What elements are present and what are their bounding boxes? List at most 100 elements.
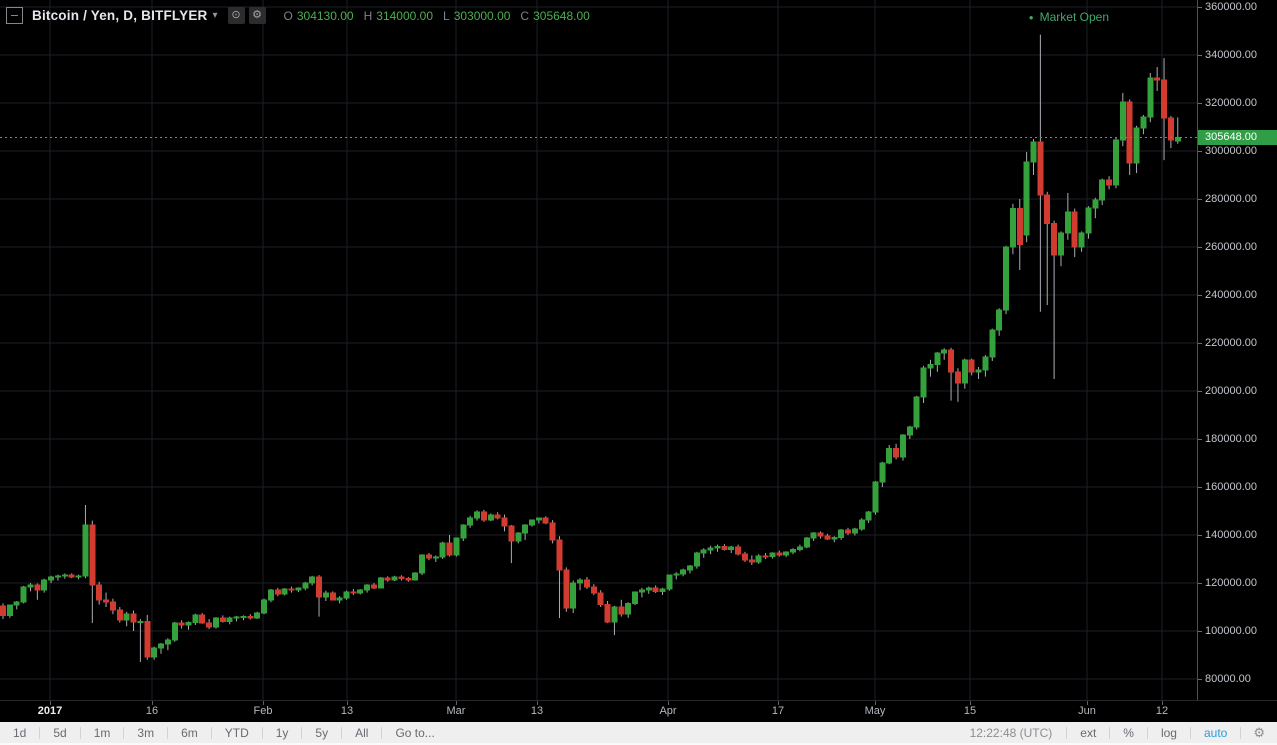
candle-body (281, 588, 288, 595)
percent-scale-toggle[interactable]: % (1123, 725, 1134, 740)
candle-body (1092, 199, 1099, 209)
candle-body (714, 546, 721, 549)
collapse-square-icon[interactable] (6, 7, 23, 24)
price-tick (1198, 199, 1202, 200)
price-axis-label: 360000.00 (1205, 1, 1257, 13)
time-tick (1087, 701, 1088, 705)
candle-body (316, 576, 323, 598)
close-value: 305648.00 (533, 8, 590, 23)
candle-body (735, 546, 742, 555)
candle-body (274, 589, 281, 595)
candle-body (13, 601, 20, 606)
candle-body (762, 555, 769, 558)
price-tick (1198, 535, 1202, 536)
price-tick (1198, 55, 1202, 56)
price-axis[interactable]: 305648.00 360000.00 340000.00 320000.00 300… (1197, 0, 1277, 700)
market-status-label: Market Open (1039, 10, 1109, 24)
candle-body (96, 584, 103, 601)
low-label: L (443, 8, 450, 23)
candle-body (528, 519, 535, 526)
candle-body (865, 511, 872, 521)
range-button-5y[interactable]: 5y (315, 725, 329, 740)
gear-icon[interactable]: ⚙ (248, 7, 266, 24)
candle-body (625, 602, 632, 615)
candle-body (151, 647, 158, 658)
candle-body (906, 426, 913, 436)
toolbar-right: 12:22:48 (UTC) ext % log auto ⚙ (956, 722, 1277, 743)
high-label: H (363, 8, 373, 23)
time-axis-label: Feb (253, 705, 273, 717)
range-button-1y[interactable]: 1y (275, 725, 289, 740)
candle-body (755, 555, 762, 563)
symbol-title[interactable]: Bitcoin / Yen, D, BITFLYER (32, 8, 208, 23)
time-tick (778, 701, 779, 705)
low-value: 303000.00 (453, 8, 511, 23)
candle-body (886, 448, 893, 464)
candle-body (199, 614, 206, 624)
candle-body (384, 577, 391, 581)
price-tick (1198, 151, 1202, 152)
candle-body (1003, 246, 1010, 311)
candle-body (845, 529, 852, 534)
candle-body (391, 576, 398, 581)
range-button-1m[interactable]: 1m (93, 725, 111, 740)
candle-body (34, 584, 41, 591)
range-button-goto[interactable]: Go to... (395, 725, 435, 740)
price-axis-label: 80000.00 (1205, 673, 1251, 685)
candle-body (487, 514, 494, 521)
candle-body (1133, 127, 1140, 164)
candlestick-chart[interactable] (0, 0, 1197, 700)
candle-body (810, 532, 817, 539)
chart-header: Bitcoin / Yen, D, BITFLYER ▾ ⊙ ⚙ O 30413… (6, 7, 590, 24)
range-button-1d[interactable]: 1d (13, 725, 27, 740)
time-axis-label: 2017 (37, 705, 63, 717)
range-button-5d[interactable]: 5d (53, 725, 67, 740)
utc-clock[interactable]: 12:22:48 (UTC) (969, 725, 1053, 740)
candle-body (872, 481, 879, 513)
market-status: ● Market Open (1029, 10, 1109, 24)
candle-body (501, 517, 508, 527)
toolbar-gear-icon[interactable]: ⚙ (1253, 724, 1265, 740)
candle-body (68, 574, 75, 578)
auto-scale-toggle[interactable]: auto (1203, 725, 1228, 740)
time-tick (50, 701, 51, 705)
time-axis[interactable]: 2017 16 Feb 13 Mar 13 Apr 17 May 15 Jun 12 (0, 700, 1277, 723)
time-tick (347, 701, 348, 705)
candle-body (82, 524, 89, 577)
log-scale-toggle[interactable]: log (1160, 725, 1177, 740)
candle-body (556, 539, 563, 571)
range-button-all[interactable]: All (355, 725, 369, 740)
candle-body (48, 576, 55, 581)
candle-body (1106, 179, 1113, 186)
candle-body (240, 616, 247, 619)
candle-body (783, 551, 790, 556)
candle-body (329, 592, 336, 601)
target-icon[interactable]: ⊙ (227, 7, 245, 24)
price-tick (1198, 583, 1202, 584)
price-axis-label: 200000.00 (1205, 385, 1257, 397)
high-value: 314000.00 (376, 8, 433, 23)
candle-body (1071, 211, 1078, 248)
candle-body (432, 556, 439, 559)
chart-area[interactable]: Bitcoin / Yen, D, BITFLYER ▾ ⊙ ⚙ O 30413… (0, 0, 1197, 700)
candle-body (590, 586, 597, 594)
time-tick (152, 701, 153, 705)
candle-body (1037, 141, 1044, 196)
ext-toggle[interactable]: ext (1080, 725, 1097, 740)
time-tick (875, 701, 876, 705)
range-button-3m[interactable]: 3m (137, 725, 155, 740)
time-tick (1162, 701, 1163, 705)
candle-body (748, 559, 755, 563)
range-button-ytd[interactable]: YTD (224, 725, 249, 740)
candle-body (948, 349, 955, 373)
candle-body (41, 579, 48, 591)
candle-body (769, 552, 776, 558)
candle-body (370, 584, 377, 589)
time-axis-label: Apr (659, 705, 677, 717)
candle-body (879, 462, 886, 483)
last-price-tag: 305648.00 (1198, 130, 1277, 146)
candle-body (934, 352, 941, 366)
range-button-6m[interactable]: 6m (181, 725, 198, 740)
divider (341, 726, 343, 739)
chevron-down-icon[interactable]: ▾ (212, 10, 218, 21)
